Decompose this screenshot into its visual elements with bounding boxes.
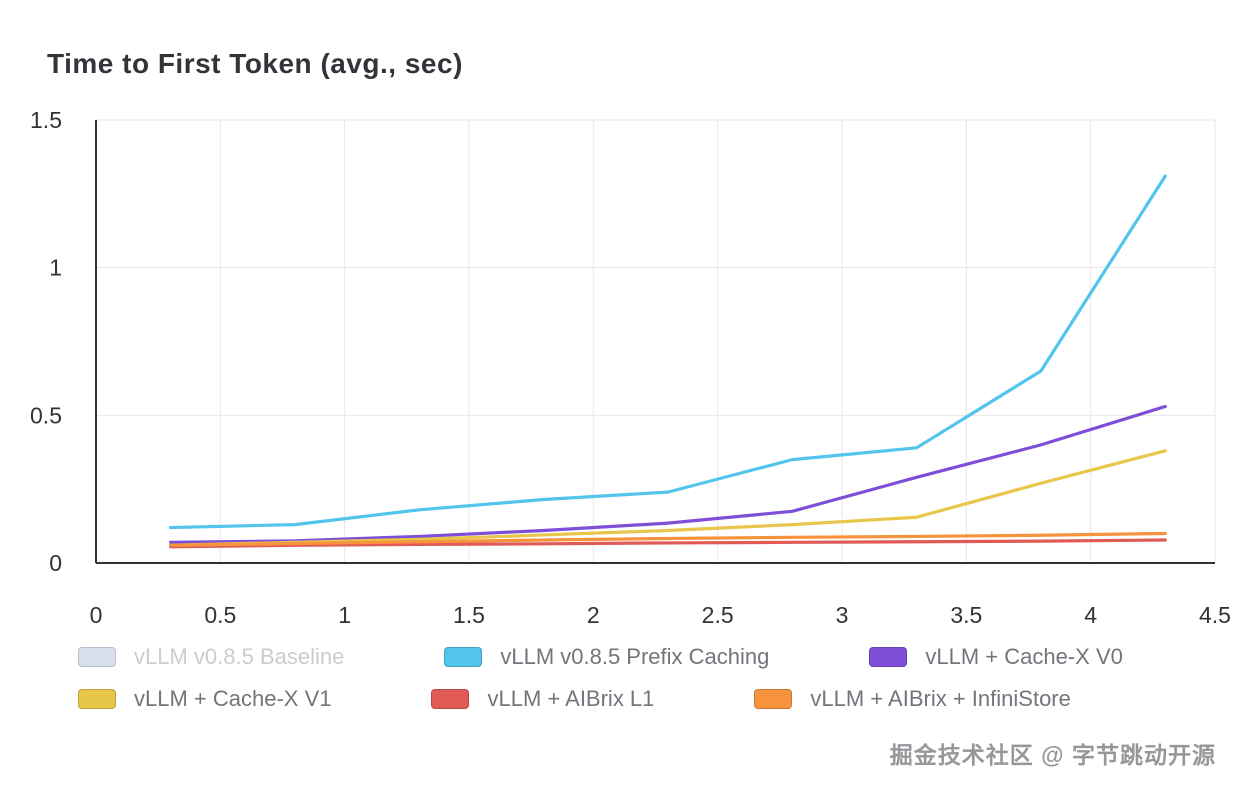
x-tick-label: 4.5: [1199, 602, 1231, 628]
legend-swatch-icon: [78, 689, 116, 709]
line-chart-canvas: 0 0.5 1 1.5 2 2.5 3 3.5 4 4.5 0 0.5 1 1.5: [30, 107, 1231, 628]
y-tick-label: 1: [49, 255, 62, 281]
legend-label: vLLM + Cache-X V0: [925, 644, 1123, 669]
chart-title: Time to First Token (avg., sec): [47, 48, 463, 79]
legend-item-vllm-v0-8-5-baseline[interactable]: vLLM v0.8.5 Baseline: [78, 644, 344, 670]
legend-item-vllm-cache-x-v1[interactable]: vLLM + Cache-X V1: [78, 686, 331, 712]
legend-label: vLLM + AIBrix + InfiniStore: [810, 686, 1071, 711]
legend-swatch-icon: [431, 689, 470, 709]
x-tick-label: 0: [90, 602, 103, 628]
x-tick-label: 1.5: [453, 602, 485, 628]
y-tick-label: 0: [49, 550, 62, 576]
series-line-5: [169, 531, 1167, 547]
legend-item-vllm-v0-8-5-prefix-caching[interactable]: vLLM v0.8.5 Prefix Caching: [444, 644, 769, 670]
y-tick-label: 0.5: [30, 402, 62, 428]
series-line-4: [169, 538, 1167, 549]
legend-label: vLLM v0.8.5 Baseline: [134, 644, 345, 669]
x-tick-label: 3: [836, 602, 849, 628]
series-line-1: [169, 174, 1167, 530]
series-line-3: [169, 449, 1167, 547]
legend-swatch-icon: [444, 647, 483, 667]
legend-label: vLLM + AIBrix L1: [487, 686, 655, 711]
legend-row: vLLM v0.8.5 Baseline vLLM v0.8.5 Prefix C…: [78, 644, 1188, 670]
x-tick-label: 4: [1084, 602, 1097, 628]
chart-legend: vLLM v0.8.5 Baseline vLLM v0.8.5 Prefix C…: [78, 644, 1188, 712]
legend-item-vllm-aibrix-l1[interactable]: vLLM + AIBrix L1: [431, 686, 654, 712]
watermark: 掘金技术社区 @ 字节跳动开源: [889, 742, 1216, 768]
legend-row: vLLM + Cache-X V1 vLLM + AIBrix L1 vLLM + …: [78, 686, 1188, 712]
legend-item-vllm-cache-x-v0[interactable]: vLLM + Cache-X V0: [869, 644, 1123, 670]
legend-swatch-icon: [869, 647, 908, 667]
legend-swatch-icon: [754, 689, 793, 709]
x-tick-label: 2.5: [702, 602, 734, 628]
series-line-2: [169, 404, 1167, 544]
x-tick-label: 0.5: [204, 602, 236, 628]
y-tick-label: 1.5: [30, 107, 62, 133]
x-tick-label: 1: [338, 602, 351, 628]
legend-item-vllm-aibrix-infinistore[interactable]: vLLM + AIBrix + InfiniStore: [754, 686, 1071, 712]
legend-label: vLLM + Cache-X V1: [134, 686, 332, 711]
x-tick-label: 2: [587, 602, 600, 628]
x-tick-label: 3.5: [950, 602, 982, 628]
legend-label: vLLM v0.8.5 Prefix Caching: [500, 644, 770, 669]
legend-swatch-icon: [78, 647, 116, 667]
